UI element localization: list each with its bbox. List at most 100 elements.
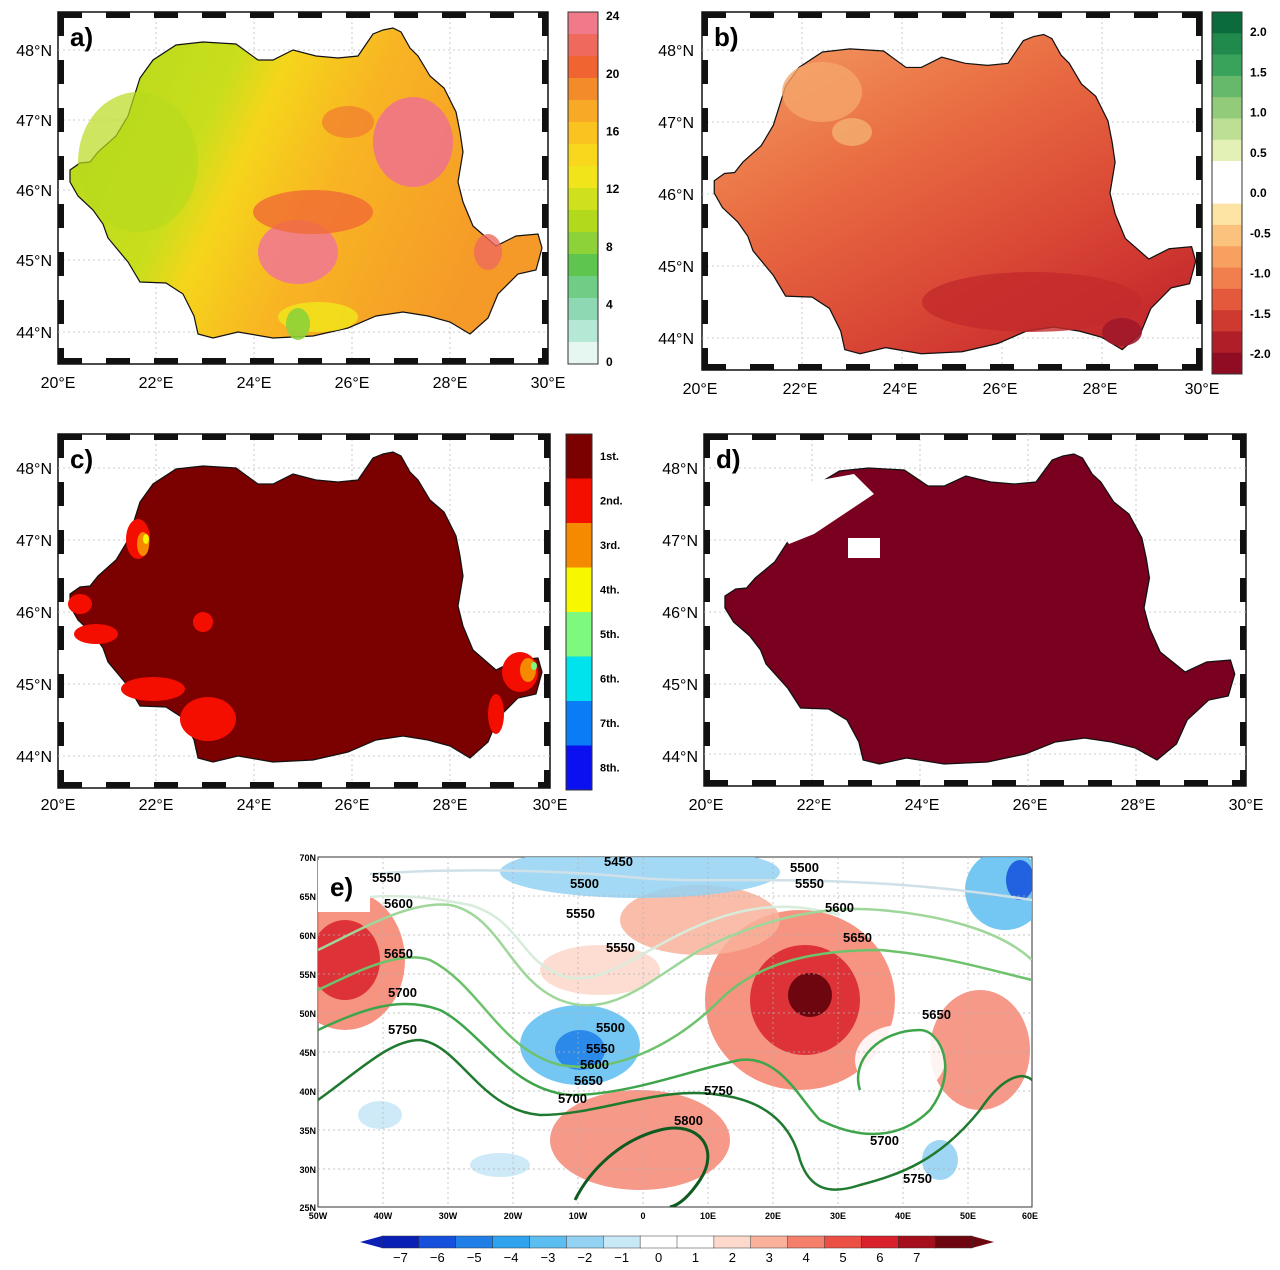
- colorbar-tick-label: 1st.: [600, 451, 619, 463]
- panel-e-lat-labels: 70N 65N 60N 55N 50N 45N 40N 35N 30N 25N: [299, 853, 316, 1213]
- border-tick: [542, 12, 548, 36]
- colorbar-swatch: [568, 276, 598, 299]
- colorbar-swatch: [381, 1235, 420, 1249]
- border-tick: [1196, 300, 1202, 324]
- colorbar-frame: [567, 11, 599, 365]
- colorbar-swatch: [568, 232, 598, 255]
- border-tick: [798, 364, 822, 370]
- lon-label: 30°E: [531, 375, 566, 392]
- colorbar-swatch: [861, 1235, 899, 1249]
- colorbar-swatch: [568, 254, 598, 277]
- lon-label: 22°E: [783, 381, 818, 398]
- border-tick: [704, 530, 710, 554]
- contour-label: 5700: [558, 1091, 587, 1106]
- border-tick: [298, 358, 322, 364]
- panel-d-label: d): [716, 444, 741, 474]
- contour-label: 5700: [388, 985, 417, 1000]
- border-tick: [1196, 60, 1202, 84]
- border-tick: [58, 156, 64, 180]
- border-tick: [250, 434, 274, 440]
- border-tick: [154, 12, 178, 18]
- lat-label: 55N: [299, 970, 316, 980]
- colorbar-swatch: [566, 478, 592, 524]
- panel-d-lon-labels: 20°E 22°E 24°E 26°E 28°E 30°E: [689, 797, 1264, 814]
- lon-label: 60E: [1022, 1211, 1038, 1221]
- panel-a: a): [57, 11, 549, 365]
- border-tick: [202, 12, 226, 18]
- colorbar-tick-label: 0: [655, 1250, 662, 1265]
- colorbar-swatch: [568, 122, 598, 145]
- border-tick: [544, 770, 550, 788]
- colorbar-swatch: [568, 144, 598, 167]
- colorbar-tick-label: 3: [766, 1250, 773, 1265]
- colorbar-swatch: [566, 567, 592, 613]
- border-tick: [542, 108, 548, 132]
- lat-label: 35N: [299, 1126, 316, 1136]
- lat-label: 45°N: [16, 677, 52, 694]
- colorbar-swatch: [568, 210, 598, 233]
- colorbar-tick-label: 24: [606, 9, 620, 23]
- lat-label: 44°N: [658, 331, 694, 348]
- panel-e-contours: [318, 869, 1032, 1207]
- border-tick: [702, 300, 708, 324]
- border-tick: [202, 358, 226, 364]
- border-tick: [800, 434, 824, 440]
- colorbar-swatch: [1212, 75, 1242, 98]
- border-tick: [702, 156, 708, 180]
- panel-d-missing-cell: [848, 538, 880, 558]
- contour-label: 5700: [870, 1133, 899, 1148]
- colorbar-swatch: [787, 1235, 826, 1249]
- colorbar-swatch: [568, 342, 598, 365]
- colorbar-swatch: [934, 1235, 973, 1249]
- border-tick: [346, 12, 370, 18]
- lat-label: 46°N: [658, 187, 694, 204]
- border-tick: [202, 434, 226, 440]
- lat-label: 45°N: [658, 259, 694, 276]
- lon-label: 28°E: [1083, 381, 1118, 398]
- lon-label: 50E: [960, 1211, 976, 1221]
- panel-a-border-ticks: [58, 12, 548, 364]
- lon-label: 10E: [700, 1211, 716, 1221]
- border-tick: [544, 578, 550, 602]
- lat-label: 50N: [299, 1009, 316, 1019]
- colorbar-swatch: [568, 56, 598, 79]
- border-tick: [542, 156, 548, 180]
- lon-label: 20°E: [41, 375, 76, 392]
- border-tick: [848, 434, 872, 440]
- border-tick: [1232, 780, 1246, 786]
- colorbar-tick-label: 2nd.: [600, 496, 623, 508]
- lat-label: 46°N: [16, 183, 52, 200]
- border-tick: [542, 204, 548, 228]
- lon-label: 22°E: [139, 797, 174, 814]
- contour-label: 5750: [903, 1171, 932, 1186]
- colorbar-tick-label: −5: [467, 1250, 482, 1265]
- contour-label: 5500: [570, 876, 599, 891]
- colorbar-swatch: [1212, 54, 1242, 77]
- border-tick: [702, 252, 708, 276]
- lat-label: 46°N: [662, 605, 698, 622]
- colorbar-arrow-high: [972, 1236, 994, 1248]
- colorbar-frame: [565, 433, 593, 791]
- border-tick: [394, 434, 418, 440]
- lon-label: 30W: [439, 1211, 458, 1221]
- panel-a-label: a): [70, 22, 93, 52]
- lat-label: 44°N: [662, 749, 698, 766]
- border-tick: [1196, 348, 1202, 370]
- border-tick: [1088, 780, 1112, 786]
- border-tick: [250, 358, 274, 364]
- colorbar-swatch: [1212, 203, 1242, 226]
- border-tick: [58, 252, 64, 276]
- border-tick: [58, 626, 64, 650]
- panel-b-label: b): [714, 22, 739, 52]
- colorbar-swatch: [1212, 12, 1242, 34]
- colorbar-swatch: [566, 434, 592, 479]
- lat-label: 46°N: [16, 605, 52, 622]
- colorbar-swatch: [603, 1235, 641, 1249]
- colorbar-tick-label: 7: [913, 1250, 920, 1265]
- colorbar-tick-label: −6: [430, 1250, 445, 1265]
- colorbar-tick-label: 4th.: [600, 585, 620, 597]
- border-tick: [544, 674, 550, 698]
- colorbar-swatch: [566, 523, 592, 568]
- border-tick: [58, 770, 64, 788]
- colorbar-swatch: [639, 1235, 678, 1249]
